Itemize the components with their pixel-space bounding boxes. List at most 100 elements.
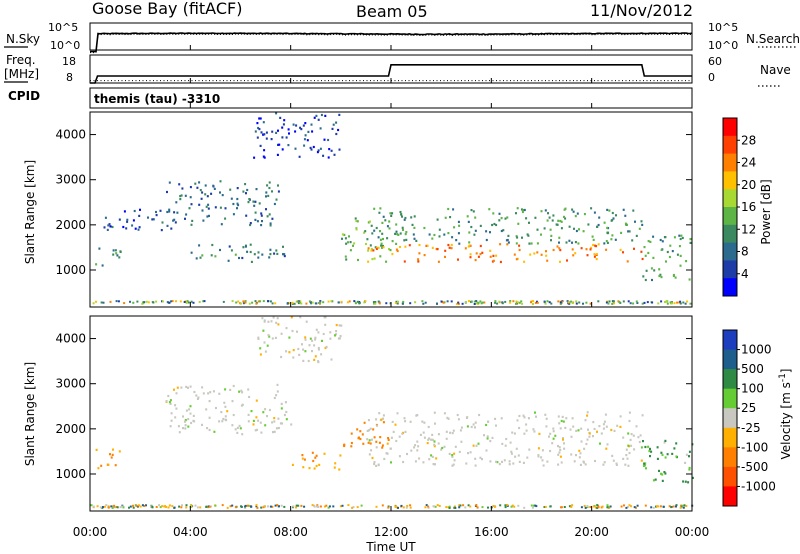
heatmap-cell — [477, 442, 480, 445]
heatmap-cell — [533, 430, 536, 433]
heatmap-cell — [605, 301, 608, 304]
heatmap-cell — [337, 128, 340, 132]
heatmap-cell — [440, 448, 443, 451]
heatmap-cell — [356, 428, 359, 431]
heatmap-cell — [381, 232, 384, 235]
heatmap-cell — [132, 506, 135, 509]
heatmap-cell — [314, 338, 317, 341]
heatmap-cell — [282, 123, 285, 126]
heatmap-cell — [656, 446, 659, 449]
heatmap-cell — [369, 427, 372, 430]
colorbar-segment — [723, 447, 737, 468]
heatmap-cell — [195, 394, 198, 397]
heatmap-cell — [580, 427, 583, 430]
heatmap-cell — [448, 507, 451, 509]
heatmap-cell — [640, 220, 643, 223]
heatmap-cell — [258, 128, 261, 131]
heatmap-cell — [232, 413, 235, 417]
heatmap-cell — [485, 449, 488, 452]
heatmap-cell — [231, 300, 234, 303]
heatmap-cell — [566, 300, 569, 303]
heatmap-cell — [571, 208, 574, 211]
heatmap-cell — [660, 472, 662, 475]
heatmap-cell — [447, 207, 450, 211]
heatmap-cell — [510, 452, 513, 455]
heatmap-cell — [525, 217, 528, 220]
heatmap-cell — [155, 506, 158, 508]
heatmap-cell — [444, 216, 447, 219]
heatmap-cell — [481, 251, 484, 254]
heatmap-cell — [438, 235, 441, 238]
heatmap-cell — [629, 438, 632, 441]
heatmap-cell — [359, 437, 362, 441]
heatmap-cell — [343, 444, 346, 448]
x-tick-label: 16:00 — [474, 525, 509, 539]
heatmap-cell — [491, 436, 494, 439]
heatmap-cell — [679, 264, 682, 267]
heatmap-cell — [613, 302, 615, 305]
heatmap-cell — [280, 402, 283, 405]
heatmap-cell — [457, 232, 460, 235]
heatmap-cell — [601, 505, 604, 508]
heatmap-cell — [388, 220, 391, 223]
heatmap-cell — [590, 207, 593, 210]
heatmap-cell — [275, 131, 278, 134]
heatmap-cell — [349, 241, 352, 244]
heatmap-cell — [550, 234, 553, 237]
heatmap-cell — [588, 432, 591, 435]
heatmap-cell — [138, 504, 140, 507]
heatmap-cell — [576, 212, 579, 215]
heatmap-cell — [253, 156, 256, 159]
heatmap-cell — [333, 466, 336, 469]
heatmap-cell — [115, 300, 118, 303]
heatmap-cell — [583, 213, 586, 216]
heatmap-cell — [122, 225, 125, 229]
heatmap-cell — [610, 428, 613, 432]
heatmap-cell — [606, 226, 609, 229]
heatmap-cell — [647, 445, 650, 448]
heatmap-cell — [302, 359, 305, 362]
heatmap-cell — [571, 248, 574, 251]
heatmap-cell — [634, 506, 637, 509]
heatmap-cell — [197, 396, 200, 399]
heatmap-cell — [570, 453, 573, 456]
heatmap-cell — [288, 302, 291, 305]
heatmap-cell — [404, 420, 407, 423]
x-tick-label: 12:00 — [374, 525, 409, 539]
heatmap-cell — [518, 460, 521, 463]
heatmap-cell — [187, 418, 190, 421]
heatmap-cell — [249, 222, 252, 225]
heatmap-cell — [201, 254, 204, 257]
heatmap-cell — [663, 236, 666, 239]
heatmap-cell — [273, 430, 276, 433]
heatmap-cell — [284, 401, 287, 404]
heatmap-cell — [561, 415, 564, 418]
heatmap-cell — [661, 473, 664, 476]
heatmap-cell — [377, 236, 380, 239]
heatmap-cell — [239, 427, 242, 430]
heatmap-cell — [473, 300, 476, 303]
heatmap-cell — [538, 432, 541, 435]
heatmap-cell — [310, 148, 313, 151]
heatmap-cell — [513, 432, 516, 435]
heatmap-cell — [248, 395, 251, 399]
heatmap-cell — [298, 155, 301, 158]
heatmap-cell — [557, 415, 560, 418]
heatmap-cell — [248, 198, 251, 201]
heatmap-cell — [592, 421, 595, 424]
heatmap-cell — [498, 463, 501, 466]
heatmap-cell — [515, 447, 518, 450]
heatmap-cell — [585, 301, 588, 304]
heatmap-cell — [477, 255, 480, 258]
heatmap-cell — [257, 251, 260, 254]
heatmap-cell — [575, 302, 578, 305]
heatmap-cell — [236, 202, 239, 205]
noise-sky-series — [90, 32, 693, 53]
heatmap-cell — [564, 217, 567, 220]
heatmap-cell — [259, 300, 261, 303]
heatmap-cell — [335, 324, 338, 327]
heatmap-cell — [107, 224, 110, 227]
heatmap-cell — [240, 389, 243, 392]
heatmap-cell — [276, 383, 279, 386]
heatmap-cell — [569, 428, 572, 431]
